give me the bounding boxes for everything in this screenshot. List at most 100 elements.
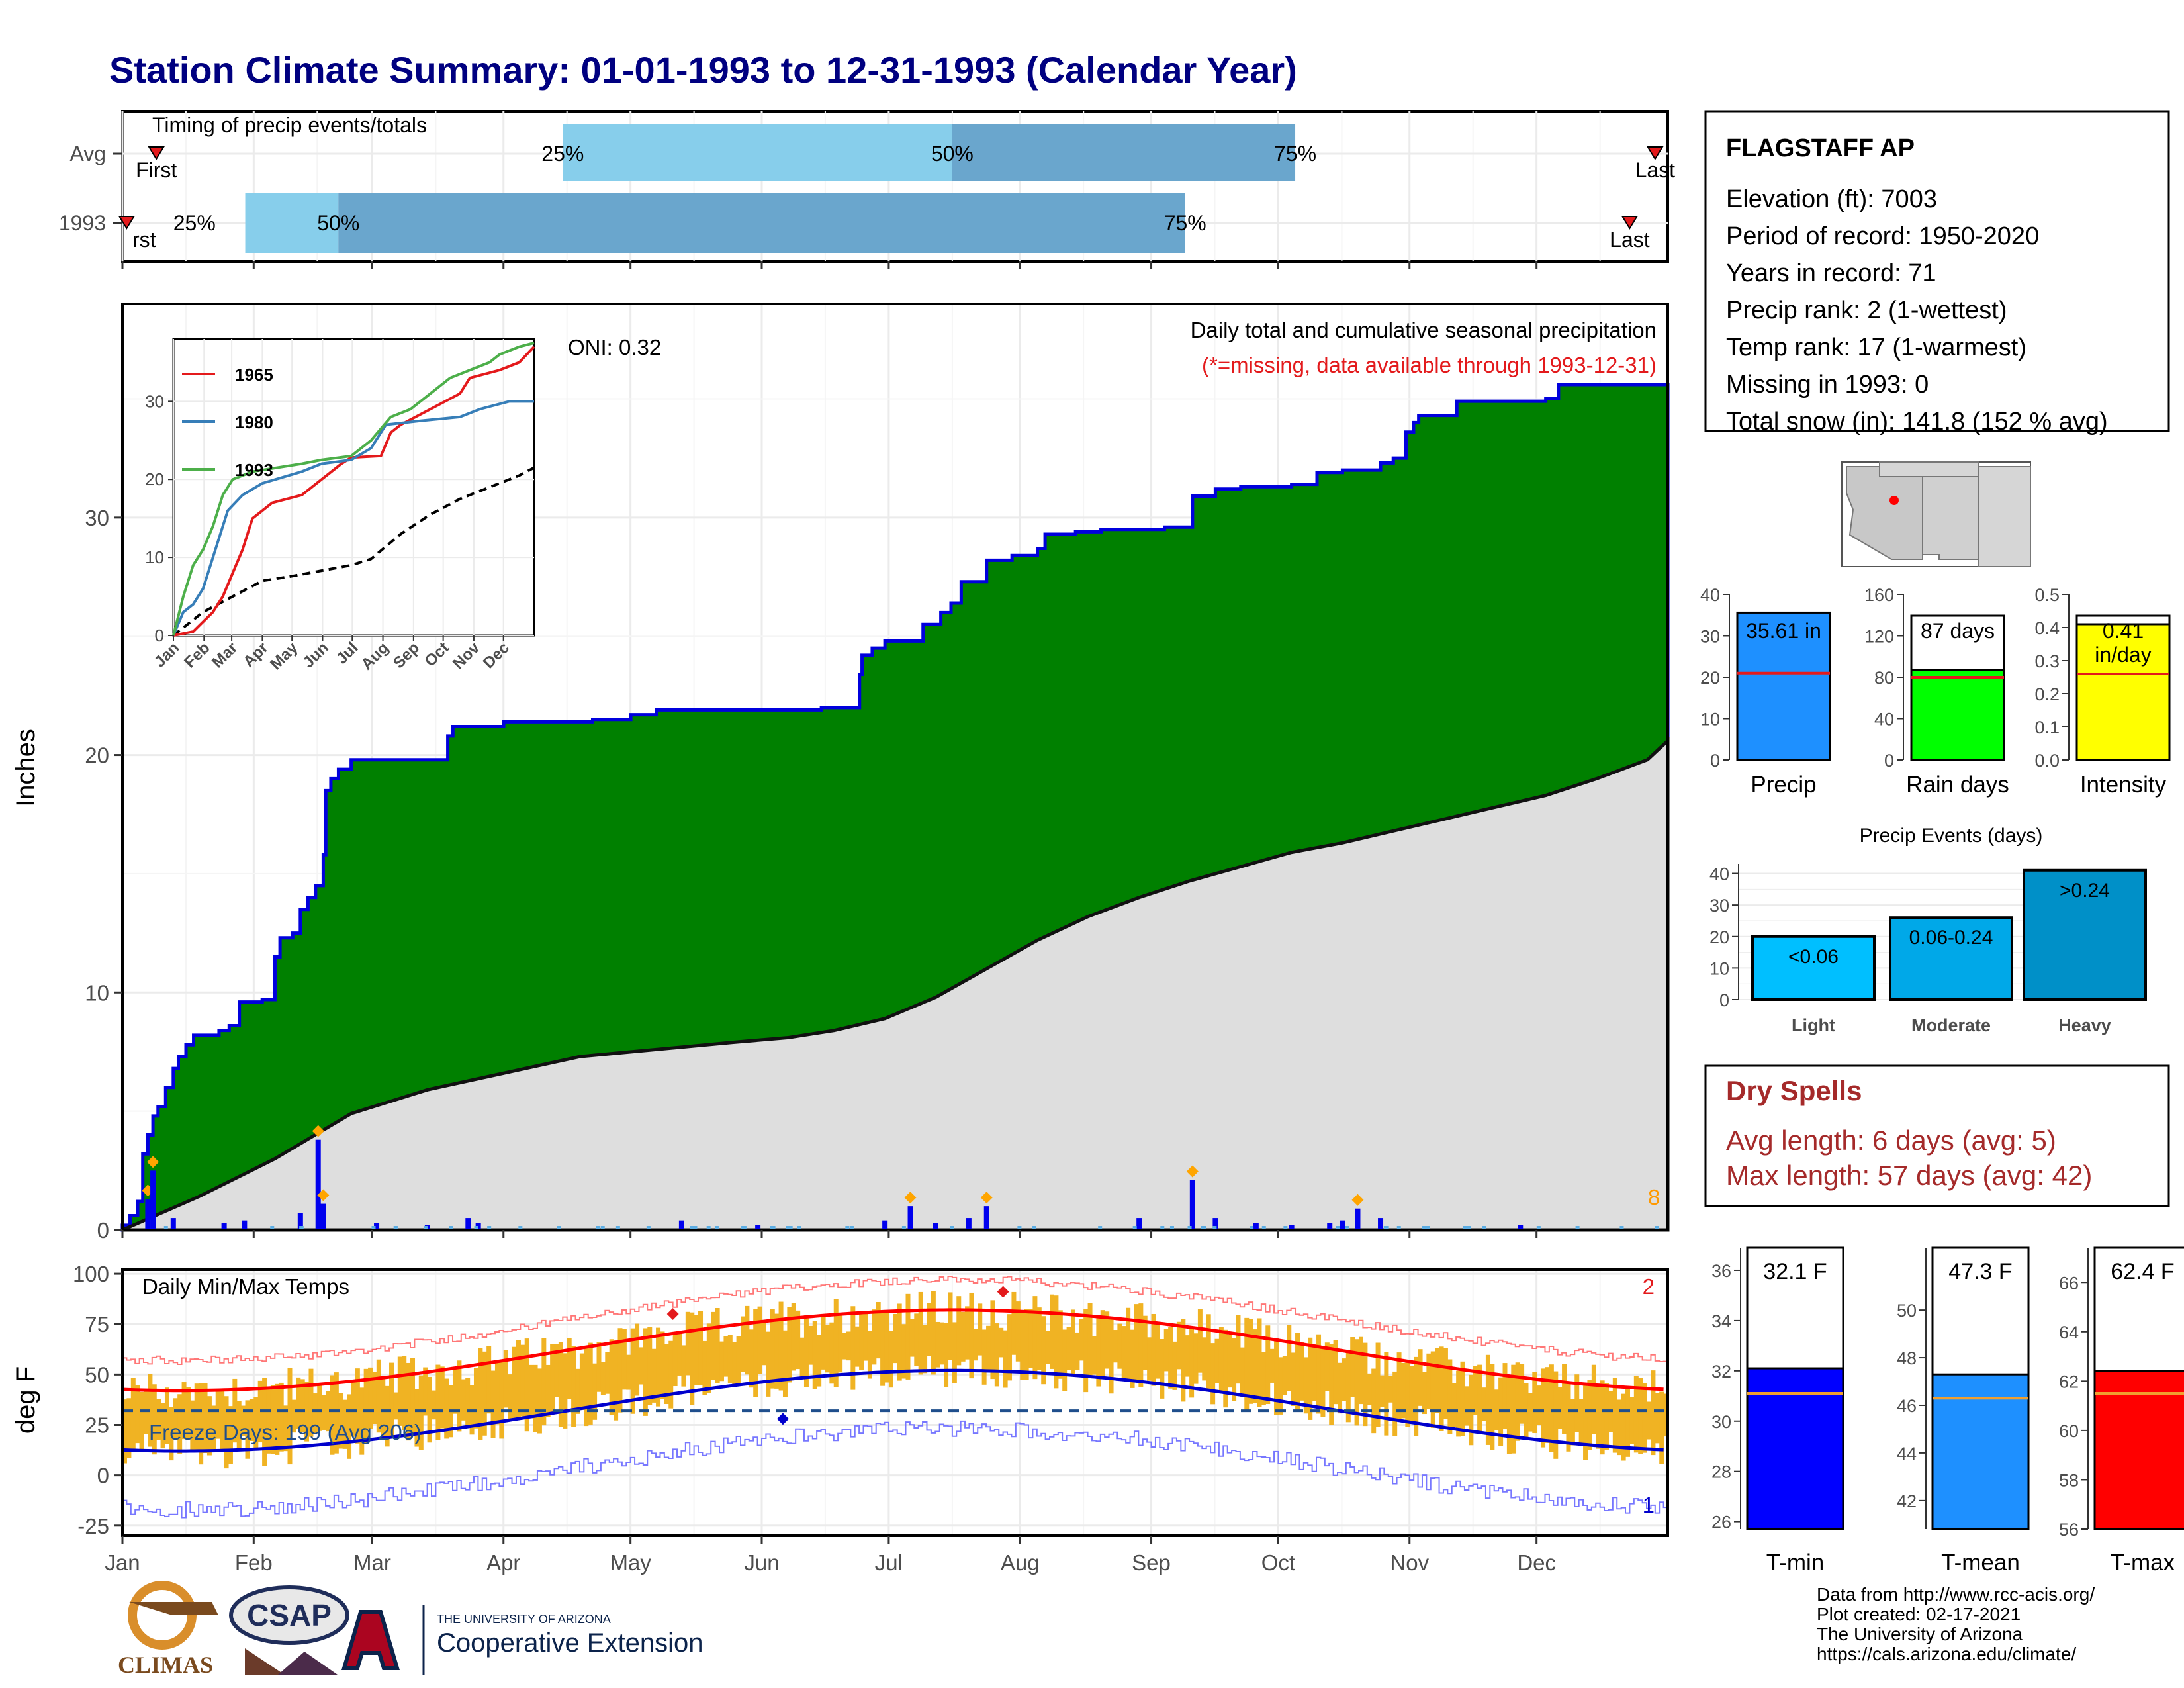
daily-temp-bar [1502,1363,1508,1429]
avg-bar-50-75 [952,124,1296,181]
daily-temp-bar [727,1335,733,1383]
daily-temp-bar [550,1344,555,1415]
csap-logo: CSAP [229,1585,349,1675]
daily-temp-bar [605,1352,610,1394]
temp-panel-frame [121,1268,1669,1537]
daily-temp-bar [359,1387,365,1455]
daily-temp-bar [139,1391,144,1450]
daily-temp-bar [939,1322,944,1365]
daily-temp-bar [981,1329,987,1385]
daily-temp-bar [520,1344,525,1417]
trace-precip-mark [557,1226,561,1230]
daily-temp-bar [1155,1325,1160,1379]
daily-temp-bar [880,1310,886,1386]
daily-temp-bar [452,1369,457,1414]
daily-temp-bar [385,1385,390,1447]
station-name: FLAGSTAFF AP [1726,134,1915,162]
daily-temp-bar [279,1382,284,1452]
daily-temp-bar [901,1324,907,1379]
daily-temp-bar [1100,1310,1105,1377]
daily-precip-bar [1518,1225,1524,1230]
summary-y-tick: 0.1 [2034,718,2060,737]
temp-summary-y-tick: 36 [1711,1261,1731,1281]
daily-temp-bar [342,1399,347,1449]
station-detail-line: Elevation (ft): 7003 [1726,185,1937,213]
daily-temp-bar [846,1331,851,1361]
daily-temp-bar [796,1310,801,1370]
precip-y-tick: 10 [85,980,109,1005]
daily-temp-bar [1481,1387,1486,1421]
daily-temp-bar [516,1340,521,1420]
daily-temp-bar [876,1301,881,1359]
daily-precip-bar [374,1223,380,1230]
daily-temp-bar [1545,1367,1550,1443]
daily-temp-bar [571,1346,576,1427]
daily-temp-bar [859,1314,864,1370]
daily-temp-bar [253,1397,259,1449]
daily-temp-bar [897,1303,902,1381]
daily-temp-bar [732,1341,737,1385]
trace-precip-mark [163,1226,168,1230]
temp-summary-y-tick: 64 [2059,1323,2079,1342]
avg-first-triangle [148,146,165,160]
daily-temp-bar [351,1381,356,1437]
daily-temp-bar [635,1323,640,1396]
daily-temp-bar [1244,1317,1250,1411]
daily-temp-bar [944,1323,949,1387]
daily-temp-bar [986,1325,991,1370]
trace-precip-mark [1160,1226,1165,1230]
daily-temp-bar [1384,1352,1389,1436]
event-y-tick: 20 [1709,927,1729,947]
daily-temp-bar [1028,1309,1034,1368]
daily-temp-bar [1600,1380,1605,1455]
trace-precip-mark [1655,1226,1659,1230]
daily-temp-bar [1494,1389,1499,1430]
precip-y-tick: 0 [97,1218,109,1243]
trace-precip-mark [1283,1226,1288,1230]
daily-temp-bar [1359,1336,1363,1405]
daily-temp-bar [1485,1354,1490,1445]
extreme-marker [317,1189,330,1201]
daily-temp-bar [194,1383,199,1452]
daily-temp-bar [803,1315,809,1387]
daily-temp-bar [715,1308,720,1383]
daily-temp-bar [1647,1401,1652,1440]
daily-temp-bar [588,1342,593,1425]
daily-temp-bar [347,1394,352,1459]
trace-precip-mark [393,1226,398,1230]
trace-precip-mark [1032,1226,1036,1230]
daily-temp-bar [1375,1342,1381,1427]
csap-text: CSAP [247,1598,332,1632]
record-temp-marker [666,1308,679,1320]
summary-bar-value: 0.41 [2103,619,2144,643]
daily-temp-bar [152,1384,157,1455]
temp-summary-bar [2093,1370,2184,1530]
daily-temp-bar [1515,1362,1520,1441]
daily-temp-bar [1578,1399,1584,1444]
daily-temp-bar [749,1329,754,1388]
timing-x-ticks [121,261,1538,269]
daily-temp-bar [169,1407,174,1461]
daily-temp-bar [1070,1309,1075,1376]
daily-temp-bar [283,1405,289,1452]
event-bar-value: >0.24 [2060,880,2110,902]
daily-temp-bar [1338,1362,1343,1414]
daily-temp-bar [787,1307,792,1383]
daily-temp-bar [1430,1351,1435,1428]
extreme-marker [1186,1165,1199,1178]
precip-panel-frame [121,303,1669,1231]
event-bar-label: Moderate [1911,1015,1991,1035]
daily-precip-bar [1340,1220,1345,1230]
daily-temp-bar [1011,1291,1017,1355]
daily-temp-bar [249,1399,254,1441]
daily-temp-bar [931,1291,936,1375]
daily-temp-bar [1278,1357,1283,1415]
summary-y-tick: 0.3 [2034,651,2060,671]
daily-temp-bar [473,1368,478,1429]
temp-summary-y-tick: 30 [1711,1412,1731,1432]
precip-panel: 0 10 20 30 Inches ONI: 0.32 Daily total and… [11,303,1670,1243]
daily-temp-bar [1117,1323,1122,1369]
daily-temp-bar [990,1300,995,1380]
daily-temp-bar [486,1346,492,1414]
